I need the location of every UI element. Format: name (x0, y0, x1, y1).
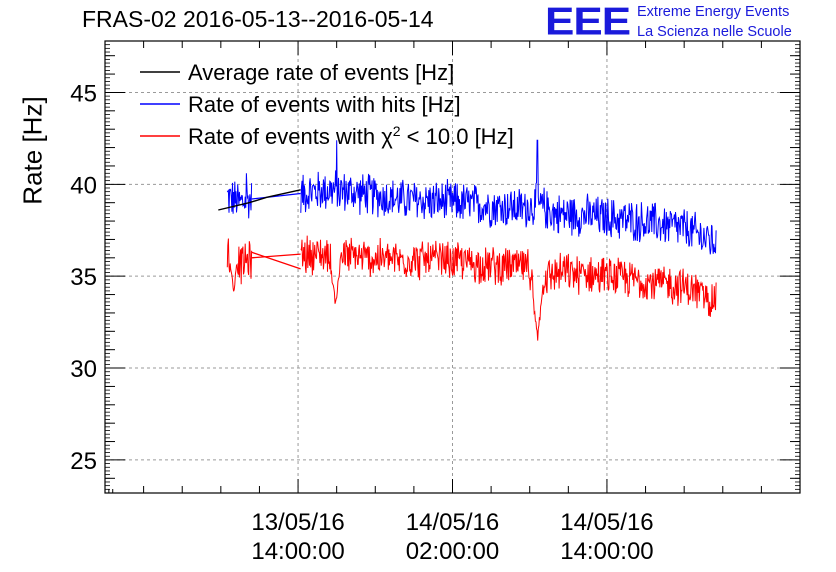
series-chi2-line-bridge (251, 251, 301, 270)
logo-line-2: La Scienza nelle Scuole (637, 24, 792, 40)
x-tick-label-time: 14:00:00 (560, 538, 653, 565)
series-hits-line-gap-bridge (251, 192, 301, 200)
y-tick-label: 25 (70, 448, 97, 475)
x-tick-label-time: 02:00:00 (406, 538, 499, 565)
series-hits-line (226, 173, 253, 219)
y-tick-label: 30 (70, 356, 97, 383)
x-tick-label-time: 14:00:00 (251, 538, 344, 565)
legend-label: Rate of events with hits [Hz] (188, 92, 461, 117)
series-hits-line (300, 139, 717, 255)
y-tick-label: 35 (70, 264, 97, 291)
x-tick-label-date: 13/05/16 (251, 509, 344, 536)
legend-label: Rate of events with χ2 < 10.0 [Hz] (188, 123, 514, 149)
x-tick-label-date: 14/05/16 (406, 509, 499, 536)
series-chi2-line (226, 238, 253, 292)
series-chi2-line-gap-bridge (251, 253, 301, 259)
y-tick-label: 40 (70, 172, 97, 199)
x-tick-label-date: 14/05/16 (560, 509, 653, 536)
series-average-line (218, 189, 301, 211)
series-chi2-line (300, 235, 717, 341)
y-tick-label: 45 (70, 80, 97, 107)
legend-label: Average rate of events [Hz] (188, 60, 454, 85)
eee-logo: EEE (545, 0, 631, 44)
chart-title: FRAS-02 2016-05-13--2016-05-14 (82, 6, 434, 32)
logo-line-1: Extreme Energy Events (637, 4, 790, 20)
